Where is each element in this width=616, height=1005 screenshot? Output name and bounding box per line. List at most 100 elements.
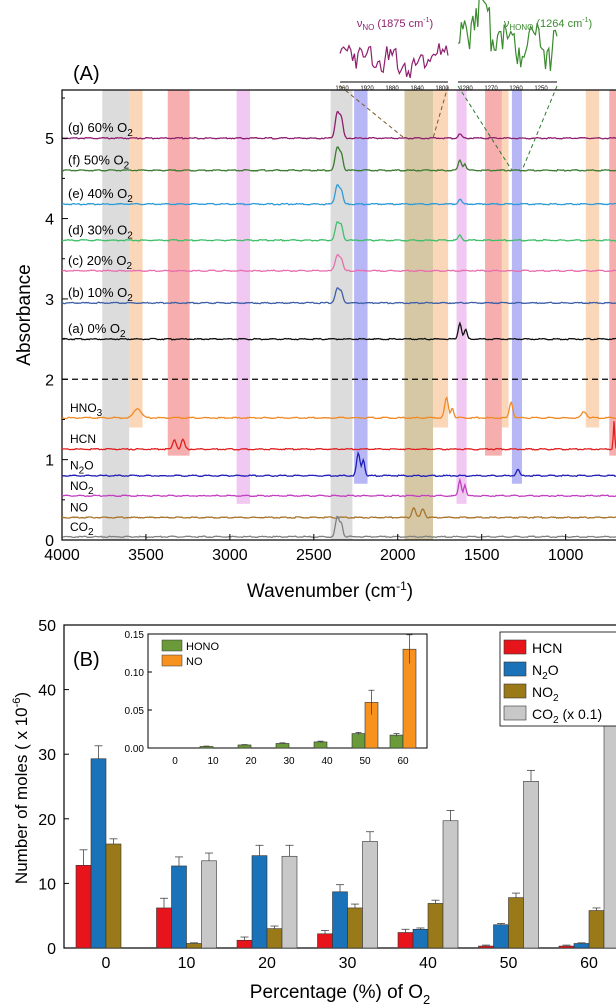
panel-label: (A) bbox=[73, 63, 100, 85]
inset-tick-label: 1920 bbox=[360, 86, 374, 92]
series-label: NO2​ bbox=[70, 479, 94, 497]
inset-no-label: νNO (1875 cm-1) bbox=[357, 17, 433, 32]
y-tick-label: 1 bbox=[45, 453, 54, 470]
inset-bar bbox=[275, 743, 290, 749]
x-tick-label: 60 bbox=[580, 955, 598, 972]
x-axis-title: Wavenumber (cm-1) bbox=[247, 579, 413, 602]
y-tick-label: 2 bbox=[45, 372, 54, 389]
inset-tick-label: 1880 bbox=[385, 86, 399, 92]
series-label: CO2​ bbox=[70, 520, 94, 538]
series-label-part: HCN bbox=[70, 432, 96, 446]
spectrum-line bbox=[61, 221, 616, 242]
bar bbox=[75, 865, 92, 949]
inset-tick-label: 1250 bbox=[534, 86, 548, 92]
x-tick-label: 40 bbox=[419, 955, 437, 972]
bar bbox=[236, 939, 253, 949]
inset-x-tick-label: 10 bbox=[207, 756, 219, 767]
series-label: (e) 40% O2​ bbox=[68, 186, 133, 205]
x-tick-label: 20 bbox=[258, 955, 276, 972]
spectrum-line bbox=[61, 287, 616, 305]
x-tick-label: 30 bbox=[339, 955, 357, 972]
inset-tick-label: 1800 bbox=[435, 86, 449, 92]
bar bbox=[573, 943, 590, 949]
y-tick-label: 4 bbox=[45, 212, 54, 229]
legend-swatch bbox=[503, 639, 527, 655]
bar bbox=[588, 910, 605, 949]
inset-tick-label: 1840 bbox=[410, 86, 424, 92]
y-axis-title-part: -6 bbox=[11, 698, 23, 708]
inset-legend-swatch bbox=[161, 639, 183, 652]
inset-tick-label: 1270 bbox=[484, 86, 498, 92]
zoom-guide bbox=[432, 85, 449, 139]
series-label: (d) 30% O2​ bbox=[68, 222, 133, 241]
bar bbox=[156, 907, 172, 949]
bar bbox=[397, 932, 414, 949]
inset-y-tick-label: 0.10 bbox=[125, 668, 145, 679]
inset-tick-label: 1260 bbox=[509, 86, 523, 92]
legend-label: N2O bbox=[532, 662, 559, 682]
spectrum-line bbox=[62, 451, 616, 478]
series-label-part: NO bbox=[70, 479, 88, 493]
x-axis-title-part: -1 bbox=[396, 579, 407, 593]
bar bbox=[90, 758, 107, 949]
series-label-part: 2 bbox=[127, 194, 133, 205]
legend-label-part: CO bbox=[532, 706, 553, 722]
series-label-part: 2 bbox=[127, 128, 133, 139]
inset-hono-spectrum bbox=[457, 0, 558, 83]
inset-bar bbox=[313, 741, 328, 749]
spectrum-line bbox=[62, 146, 616, 172]
legend-label: HCN bbox=[532, 640, 562, 656]
inset-x-tick-label: 0 bbox=[172, 756, 178, 767]
bar bbox=[171, 865, 187, 949]
y-axis-title: Number of moles ( x 10-6) bbox=[11, 692, 31, 884]
bar bbox=[201, 860, 217, 949]
inset-hono-label: νHONO (1264 cm-1) bbox=[504, 17, 592, 32]
series-label: NO bbox=[70, 501, 88, 515]
bar bbox=[478, 945, 494, 949]
series-label-part: (b) 10% O bbox=[68, 285, 127, 300]
bar bbox=[603, 724, 616, 949]
series-label-part: 2 bbox=[79, 466, 85, 477]
x-tick-label: 2000 bbox=[380, 547, 416, 564]
inset-no-label-part: (1875 cm bbox=[374, 18, 423, 30]
series-label-part: (f) 50% O bbox=[68, 152, 124, 167]
series-label: (b) 10% O2​ bbox=[68, 285, 133, 304]
y-tick-label: 30 bbox=[38, 747, 56, 764]
legend-label: NO2​ bbox=[532, 684, 559, 704]
legend-label-part: HCN bbox=[532, 640, 562, 656]
inset-bar bbox=[402, 648, 417, 749]
inset-hono-label-part: HONO bbox=[509, 23, 533, 32]
highlight-band bbox=[354, 90, 368, 484]
y-tick-label: 5 bbox=[45, 131, 54, 148]
y-tick-label: 3 bbox=[45, 292, 54, 309]
highlight-band bbox=[167, 90, 190, 456]
legend-label-part: N bbox=[532, 662, 542, 678]
spectrum-line bbox=[61, 253, 616, 273]
legend-label-part: NO bbox=[532, 684, 553, 700]
inset-bar bbox=[389, 734, 404, 749]
series-label-part: (c) 20% O bbox=[68, 253, 127, 268]
x-axis-title-part: ) bbox=[407, 581, 413, 602]
highlight-band bbox=[511, 90, 522, 484]
bar bbox=[558, 945, 575, 949]
series-label-part: (d) 30% O bbox=[68, 222, 127, 237]
series-label: N2O bbox=[70, 459, 94, 477]
x-axis-title-part: Percentage (%) of O bbox=[250, 982, 423, 1003]
x-tick-label: 1500 bbox=[464, 547, 500, 564]
legend-label-part: 2 bbox=[553, 693, 559, 704]
inset-tick-label: 1280 bbox=[459, 86, 473, 92]
x-tick-label: 10 bbox=[178, 955, 196, 972]
highlight-band bbox=[102, 90, 130, 540]
plot-frame bbox=[61, 89, 616, 541]
inset-legend-label: HONO bbox=[186, 641, 219, 653]
inset-hono-label-part: ) bbox=[588, 18, 592, 30]
spectrum-line bbox=[62, 321, 616, 341]
spectrum-line bbox=[61, 515, 616, 539]
y-tick-label: 10 bbox=[38, 876, 56, 893]
series-label-part: 2 bbox=[127, 261, 133, 272]
inset-hono-label-part: -1 bbox=[582, 17, 588, 24]
series-label-part: 2 bbox=[88, 486, 94, 497]
legend-swatch bbox=[503, 683, 527, 699]
series-label: HCN bbox=[70, 432, 96, 446]
